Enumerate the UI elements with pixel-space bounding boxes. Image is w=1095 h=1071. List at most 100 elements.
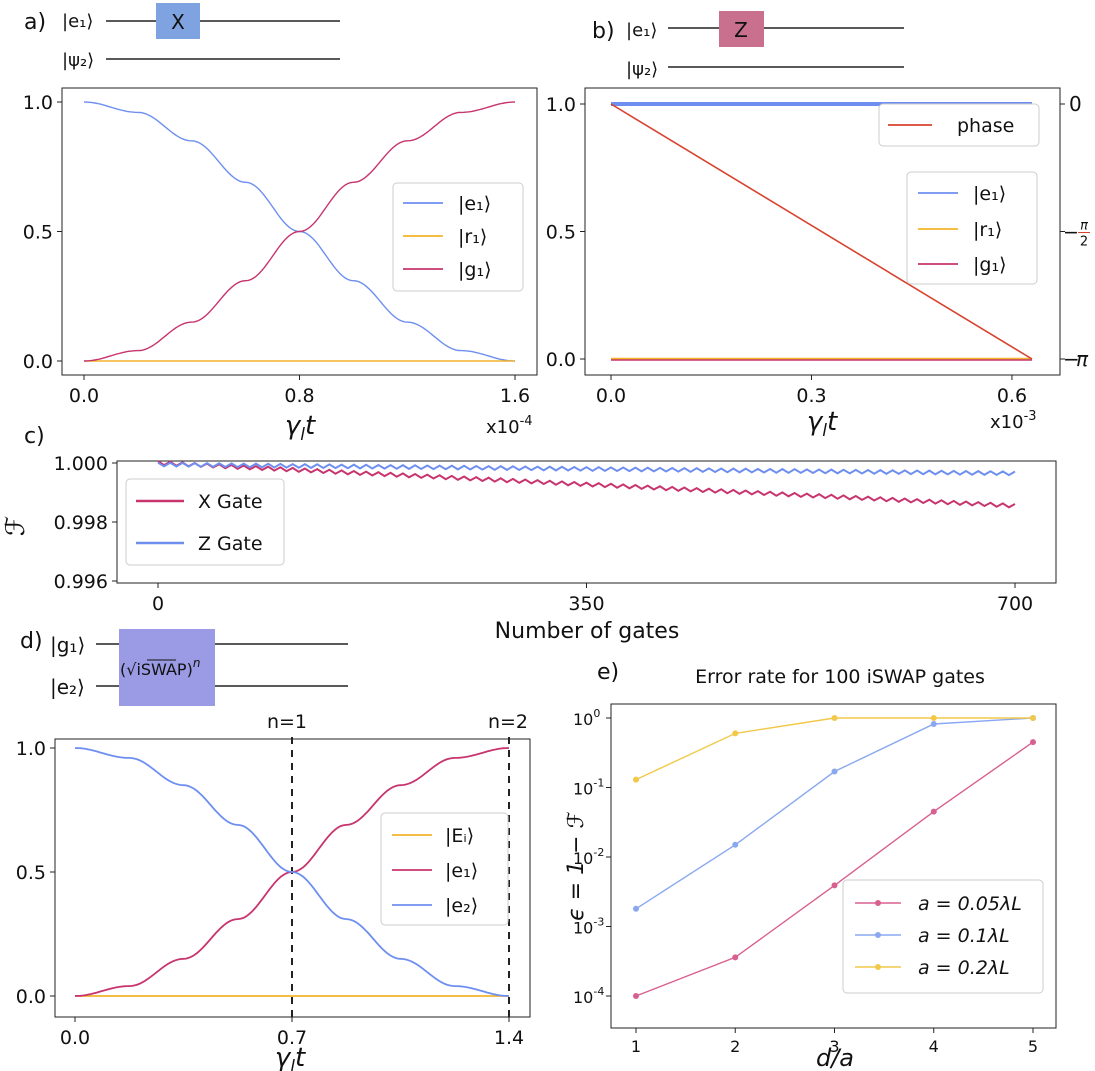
plot-b-rtick-label: − bbox=[1063, 222, 1079, 244]
circuit-b-q1-label: |e₁⟩ bbox=[626, 20, 657, 41]
legend-c-x-gate: X Gate bbox=[198, 491, 263, 513]
plot-a-xtick-label: 0.8 bbox=[284, 385, 314, 407]
plot-c-ytick-label: 0.996 bbox=[54, 571, 108, 593]
plot-e-xtick-label: 4 bbox=[929, 1037, 939, 1056]
marker-n2-label: n=2 bbox=[488, 711, 528, 733]
plot-e-xlabel: d/a bbox=[816, 1044, 854, 1071]
circuit-b-q2-label: |ψ₂⟩ bbox=[626, 59, 658, 80]
plot-d-ticks: 0.0 0.7 1.4 0.0 0.5 1.0 bbox=[16, 738, 524, 1049]
plot-c-xtick-label: 350 bbox=[568, 593, 604, 615]
iswap-gate-box bbox=[119, 629, 215, 706]
legend-a-g1: |g₁⟩ bbox=[458, 259, 492, 281]
plot-b-ytick-label: 0.5 bbox=[546, 222, 576, 244]
plot-e-title: Error rate for 100 iSWAP gates bbox=[695, 666, 985, 688]
plot-a-ytick-label: 0.5 bbox=[23, 222, 53, 244]
plot-d-series-e2 bbox=[74, 747, 510, 997]
plot-e-ylabel: ϵ = 1 − ℱ bbox=[564, 811, 589, 921]
circuit-a-q1-label: |e₁⟩ bbox=[62, 11, 93, 32]
z-gate-box bbox=[719, 11, 764, 47]
panel-d: d) |g₁⟩ |e₂⟩ (√iSWAP)n n=1 n=2 0.0 0.7 1.4… bbox=[16, 629, 531, 1071]
plot-e-point-a005 bbox=[930, 808, 937, 815]
plot-e-ytick-label: 10-2 bbox=[573, 846, 604, 868]
plot-b-phase-legend: phase bbox=[878, 103, 1040, 147]
plot-e-point-a02 bbox=[732, 730, 739, 737]
legend-e-02-marker bbox=[875, 964, 881, 970]
plot-e-lines bbox=[633, 715, 1036, 999]
legend-e-01-marker bbox=[875, 932, 881, 938]
plot-e-ytick-label: 100 bbox=[573, 707, 600, 729]
legend-c-z-gate: Z Gate bbox=[198, 533, 263, 555]
plot-c-series-z-gate bbox=[157, 461, 1016, 477]
plot-e-point-a005 bbox=[633, 993, 639, 999]
plot-c-ytick-label: 1.000 bbox=[54, 453, 108, 475]
legend-e-02: a = 0.2λL bbox=[918, 957, 1010, 979]
plot-e-point-a02 bbox=[930, 715, 937, 721]
legend-e-005: a = 0.05λL bbox=[918, 893, 1022, 915]
plot-e-point-a005 bbox=[831, 882, 838, 889]
legend-b-r1: |r₁⟩ bbox=[973, 219, 1002, 241]
plot-b-xtick-label: 0.0 bbox=[596, 385, 626, 407]
plot-b-sci-multiplier: x10-3 bbox=[990, 409, 1037, 433]
plot-b-rtick-label: − bbox=[1063, 347, 1080, 371]
panel-a: a) |e₁⟩ |ψ₂⟩ X 0.0 0.8 1.6 0.0 0.5 1.0 γlt x1… bbox=[23, 3, 538, 445]
iswap-gate-label: (√iSWAP)n bbox=[120, 656, 200, 679]
plot-b-rtick-num: π bbox=[1080, 219, 1088, 234]
plot-e-point-a01 bbox=[831, 768, 838, 775]
legend-d-e1: |e₁⟩ bbox=[445, 860, 478, 882]
x-gate-box bbox=[156, 3, 200, 39]
plot-b-xlabel: γlt bbox=[807, 407, 838, 441]
plot-c-xtick-label: 0 bbox=[152, 593, 164, 615]
legend-b-g1: |g₁⟩ bbox=[973, 254, 1007, 276]
circuit-d-q1-label: |g₁⟩ bbox=[50, 633, 85, 657]
plot-b-rtick-den: 2 bbox=[1080, 235, 1088, 250]
legend-b-phase: phase bbox=[957, 115, 1014, 137]
plot-a-ytick-label: 0.0 bbox=[23, 351, 53, 373]
panel-b-label: b) bbox=[592, 19, 615, 44]
legend-a-e1: |e₁⟩ bbox=[458, 193, 491, 215]
panel-e-label: e) bbox=[597, 660, 619, 685]
plot-d-ytick-label: 0.5 bbox=[16, 862, 46, 884]
legend-d-ei: |Eᵢ⟩ bbox=[445, 825, 474, 847]
plot-a-xtick-label: 0.0 bbox=[69, 385, 99, 407]
plot-a-ytick-label: 1.0 bbox=[23, 92, 53, 114]
legend-e-005-marker bbox=[875, 900, 881, 906]
plot-e-point-a005 bbox=[1030, 739, 1036, 746]
plot-d-xtick-label: 0.7 bbox=[277, 1027, 307, 1049]
plot-a-xlabel: γlt bbox=[285, 411, 316, 445]
plot-b-rtick-label: 0 bbox=[1069, 92, 1082, 116]
plot-c-ylabel: ℱ bbox=[1, 516, 31, 536]
panel-c: c) 0 350 700 0.996 0.998 1.000 ℱ Number of ga… bbox=[1, 424, 1057, 644]
legend-b-e1: |e₁⟩ bbox=[973, 183, 1006, 205]
panel-c-label: c) bbox=[24, 424, 45, 449]
plot-e-xtick-label: 1 bbox=[631, 1037, 641, 1056]
plot-c-lines bbox=[157, 460, 1016, 509]
plot-c-xtick-label: 700 bbox=[997, 593, 1033, 615]
plot-e-ticks: 1 2 3 4 5 10-4 10-3 10-2 10-1 100 bbox=[573, 707, 1038, 1056]
plot-d-legend: |Eᵢ⟩ |e₁⟩ |e₂⟩ bbox=[380, 812, 509, 926]
plot-b-xtick-label: 0.3 bbox=[796, 385, 826, 407]
plot-c-xlabel: Number of gates bbox=[495, 619, 680, 644]
panel-a-label: a) bbox=[24, 10, 46, 35]
plot-e-point-a01 bbox=[633, 905, 639, 912]
plot-b-ticks: 0.0 0.3 0.60.00.51.0 0− π2−π bbox=[546, 92, 1090, 407]
plot-b-rtick-label: π bbox=[1076, 347, 1089, 371]
plot-e-ytick-label: 10-4 bbox=[573, 985, 604, 1007]
plot-e-frame bbox=[610, 703, 1057, 1029]
plot-d-ytick-label: 1.0 bbox=[16, 738, 46, 760]
plot-d-xtick-label: 1.4 bbox=[494, 1027, 524, 1049]
plot-a-series-g1 bbox=[83, 101, 516, 362]
plot-c-series-x-gate bbox=[157, 460, 1016, 509]
plot-e-xtick-label: 2 bbox=[730, 1037, 740, 1056]
x-gate-label: X bbox=[171, 10, 185, 34]
plot-c-legend: X Gate Z Gate bbox=[125, 478, 285, 566]
marker-n1-label: n=1 bbox=[267, 711, 307, 733]
circuit-d-q2-label: |e₂⟩ bbox=[50, 675, 85, 699]
plot-e-ytick-label: 10-3 bbox=[573, 916, 604, 938]
plot-d-ytick-label: 0.0 bbox=[16, 986, 46, 1008]
legend-d-e2: |e₂⟩ bbox=[445, 895, 478, 917]
circuit-a-q2-label: |ψ₂⟩ bbox=[62, 50, 94, 71]
plot-b-series-phase bbox=[610, 103, 1033, 360]
plot-d-lines bbox=[74, 737, 510, 1017]
plot-e-point-a02 bbox=[1030, 715, 1036, 721]
